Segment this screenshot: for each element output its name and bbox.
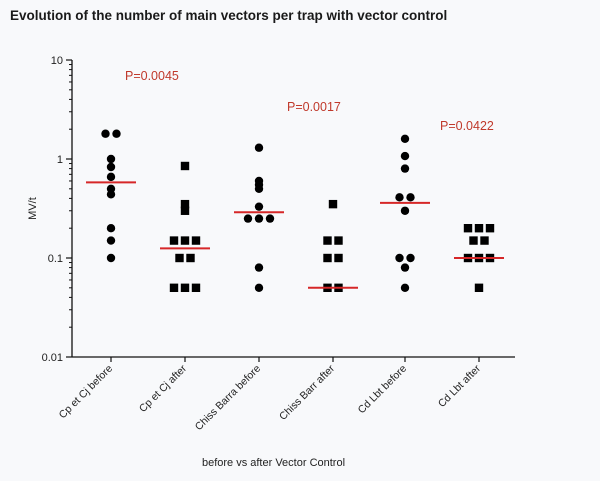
- y-tick-label: 1: [57, 154, 63, 166]
- data-point: [395, 253, 404, 263]
- data-point: [323, 253, 332, 263]
- data-point: [191, 283, 201, 293]
- x-tick-label: Cd Lbt after: [436, 362, 484, 410]
- data-point: [463, 223, 473, 233]
- data-point: [106, 253, 116, 263]
- data-point: [474, 283, 484, 293]
- data-point: [106, 223, 116, 233]
- data-point: [106, 190, 116, 199]
- x-tick-label: Chiss Barra before: [193, 363, 263, 433]
- chart-title: Evolution of the number of main vectors …: [10, 8, 448, 23]
- x-tick-label: Cp et Cj after: [137, 362, 190, 415]
- data-point: [400, 206, 410, 215]
- data-point: [254, 283, 264, 293]
- data-point: [101, 129, 110, 138]
- data-point: [400, 164, 410, 173]
- data-point: [334, 253, 343, 263]
- data-point: [180, 283, 190, 293]
- data-point: [180, 199, 190, 209]
- data-point: [175, 253, 184, 263]
- data-point: [400, 134, 410, 143]
- data-point: [243, 214, 253, 223]
- data-point: [254, 214, 264, 223]
- data-point: [106, 154, 116, 164]
- data-point: [474, 223, 484, 233]
- data-point: [254, 143, 264, 152]
- data-point: [186, 253, 195, 263]
- data-point: [106, 236, 116, 245]
- data-point: [480, 236, 489, 245]
- y-tick-label: 0.1: [48, 253, 63, 265]
- data-point: [406, 253, 415, 263]
- data-point: [485, 223, 495, 233]
- data-point: [106, 162, 116, 172]
- data-point: [400, 263, 410, 272]
- data-point: [180, 161, 190, 171]
- x-tick-label: Cd Lbt before: [356, 363, 410, 417]
- y-tick-label: 0.01: [42, 352, 63, 364]
- data-point: [112, 129, 121, 138]
- data-point: [254, 202, 264, 211]
- data-point: [400, 283, 410, 293]
- p-value-annotation: P=0.0017: [287, 100, 341, 114]
- data-point: [180, 206, 190, 215]
- p-value-annotation: P=0.0422: [440, 119, 494, 133]
- data-point: [169, 283, 179, 293]
- y-tick-label: 10: [51, 55, 63, 67]
- y-axis-label: MV/t: [27, 197, 39, 220]
- data-point: [406, 193, 415, 202]
- data-point: [395, 193, 404, 202]
- x-axis-label: before vs after Vector Control: [202, 457, 345, 469]
- data-point: [328, 199, 338, 209]
- data-point: [323, 236, 332, 245]
- data-point: [180, 236, 190, 245]
- data-point: [169, 236, 179, 245]
- data-point: [469, 236, 478, 245]
- data-point: [334, 236, 343, 245]
- x-tick-label: Cp et Cj before: [57, 363, 116, 422]
- data-point: [400, 151, 410, 161]
- data-point: [106, 172, 116, 182]
- data-point: [254, 263, 264, 272]
- data-point: [254, 184, 264, 194]
- data-point: [191, 236, 201, 245]
- data-point: [265, 214, 275, 223]
- x-tick-label: Chiss Barr after: [277, 362, 337, 422]
- p-value-annotation: P=0.0045: [125, 69, 179, 83]
